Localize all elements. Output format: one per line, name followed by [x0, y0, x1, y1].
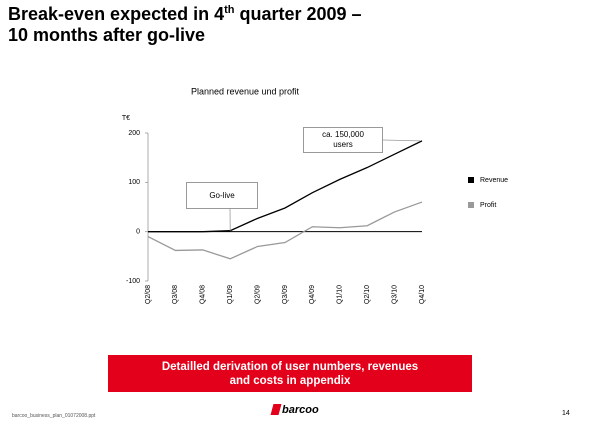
legend-label: Profit — [480, 202, 496, 209]
y-tick-label: 100 — [128, 179, 140, 186]
logo: barcoo — [272, 404, 319, 416]
x-tick-label: Q4/08 — [200, 285, 207, 304]
footer-file: barcoo_business_plan_01072008.ppt — [12, 413, 96, 419]
annotation-connector — [382, 139, 421, 142]
legend-label: Revenue — [480, 177, 508, 184]
annotation: ca. 150,000 users — [303, 127, 383, 153]
y-tick-label: -100 — [126, 278, 140, 285]
appendix-text: Detailled derivation of user numbers, re… — [161, 360, 419, 387]
page-number: 14 — [562, 410, 570, 417]
slide-title: Break-even expected in 4th quarter 2009 … — [8, 4, 368, 46]
title-superscript: th — [224, 4, 235, 16]
x-tick-label: Q3/08 — [172, 285, 179, 304]
series-line — [148, 140, 423, 233]
x-tick-label: Q2/10 — [364, 285, 371, 304]
annotation: Go-live — [186, 182, 258, 209]
title-text: Break-even expected in 4 — [8, 4, 225, 24]
legend-swatch — [468, 177, 474, 183]
x-tick-label: Q2/08 — [145, 285, 152, 304]
x-tick-label: Q3/09 — [282, 285, 289, 304]
x-tick-label: Q4/10 — [419, 285, 426, 304]
x-tick-label: Q3/10 — [391, 285, 398, 304]
x-tick-label: Q4/09 — [309, 285, 316, 304]
x-tick-label: Q1/10 — [337, 285, 344, 304]
appendix-box: Detailled derivation of user numbers, re… — [108, 355, 472, 392]
x-tick-label: Q1/09 — [227, 285, 234, 304]
chart-title: Planned revenue und profit — [191, 86, 300, 96]
legend-swatch — [468, 202, 474, 208]
title-text: quarter 2009 – 10 months after go-live — [8, 4, 362, 45]
y-tick-label: 200 — [128, 130, 140, 137]
x-tick-label: Q2/09 — [254, 285, 261, 304]
y-axis-label: T€ — [122, 115, 130, 122]
series-line — [147, 201, 423, 260]
y-tick-label: 0 — [136, 229, 140, 236]
